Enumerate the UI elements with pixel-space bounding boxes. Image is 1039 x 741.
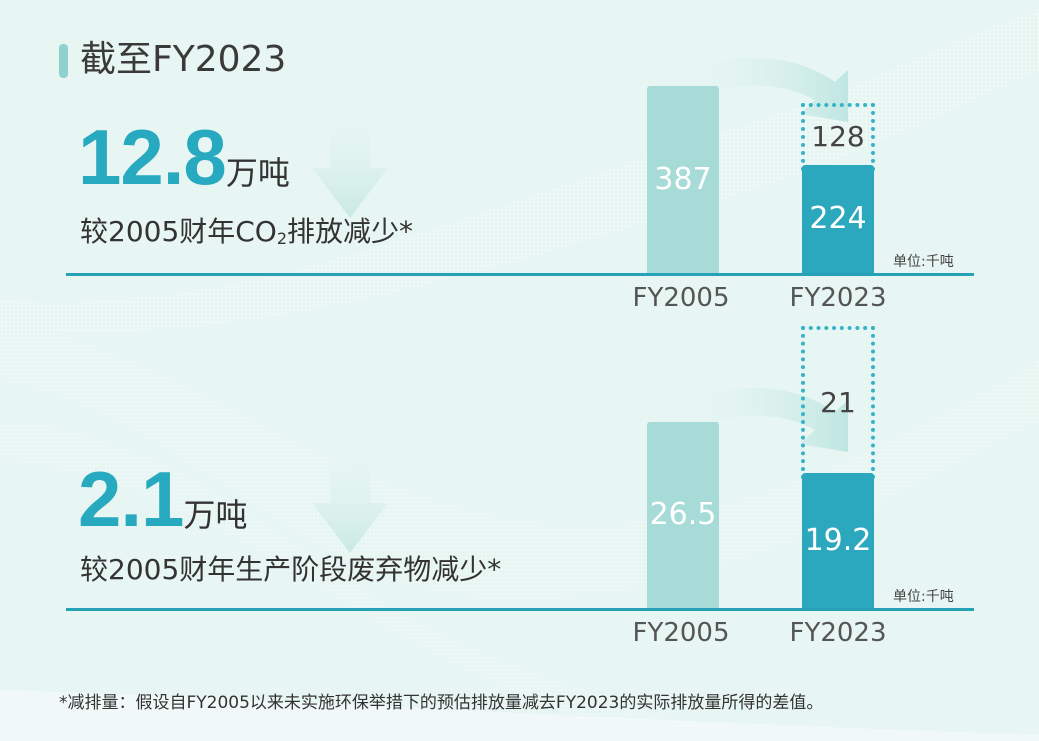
x-tick-label: FY2023 — [789, 283, 887, 313]
down-arrow-icon — [312, 440, 388, 553]
unit-note: 单位:千吨 — [893, 254, 954, 270]
bar-value-label: 387 — [654, 161, 712, 197]
chart-2-baseline — [66, 608, 974, 611]
bar-value-label: 19.2 — [804, 522, 872, 558]
panel-1-headline: 12.8万吨 — [78, 118, 290, 196]
desc-text: 较2005财年CO — [80, 215, 277, 248]
panel-2-headline: 2.1万吨 — [78, 460, 247, 538]
bar-value-label: 26.5 — [649, 497, 717, 532]
bar-fy2005 — [647, 86, 719, 273]
x-tick-label: FY2005 — [632, 283, 730, 313]
header-title: 截至FY2023 — [80, 39, 287, 80]
desc-subscript: 2 — [276, 229, 288, 248]
big-value: 2.1 — [78, 455, 184, 543]
big-unit: 万吨 — [183, 496, 248, 534]
bar-fy2005 — [647, 422, 719, 608]
desc-text-end: 排放减少* — [287, 215, 414, 248]
chart-1-baseline — [66, 273, 974, 276]
reduction-value-label: 21 — [820, 385, 856, 419]
x-tick-label: FY2005 — [632, 618, 730, 648]
curved-arrow-icon — [675, 57, 848, 122]
desc-text: 较2005财年生产阶段废弃物减少* — [80, 553, 502, 586]
bar-fy2023 — [802, 164, 874, 273]
bar-fy2023 — [802, 473, 874, 608]
big-unit: 万吨 — [225, 154, 290, 192]
big-value: 12.8 — [78, 113, 227, 201]
bar-value-label: 224 — [809, 200, 867, 236]
panel-2-description: 较2005财年生产阶段废弃物减少* — [80, 553, 501, 587]
x-tick-label: FY2023 — [789, 618, 887, 648]
reduction-value-label: 128 — [811, 119, 865, 153]
footnote: *减排量：假设自FY2005以来未实施环保举措下的预估排放量减去FY2023的实… — [59, 693, 824, 713]
down-arrow-icon — [312, 105, 388, 218]
unit-note: 单位:千吨 — [893, 589, 954, 605]
panel-1-description: 较2005财年CO2排放减少* — [80, 215, 413, 256]
header-accent-bar — [59, 44, 68, 78]
